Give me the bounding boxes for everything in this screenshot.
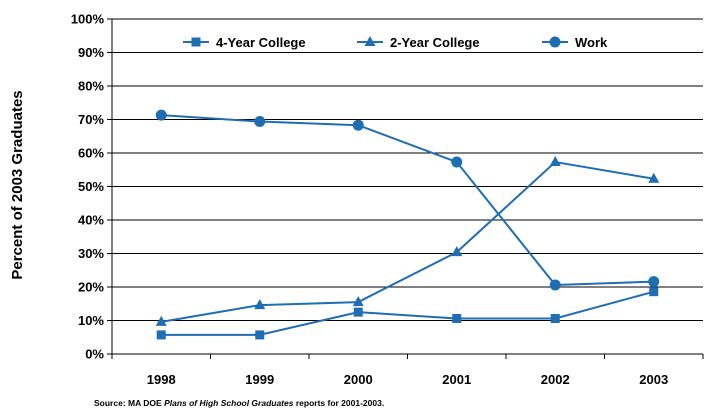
data-point (352, 119, 364, 131)
data-point (156, 330, 166, 340)
y-axis-ticks: 0% 10% 20% 30% 40% 50% 60% 70% 80% 90% 100% (71, 12, 112, 362)
data-point (549, 156, 561, 167)
source-title: Plans of High School Graduates (164, 398, 294, 408)
x-tick-label: 2000 (344, 372, 373, 387)
series-line (161, 290, 655, 336)
legend-label: 2-Year College (390, 35, 480, 50)
y-tick-label: 50% (78, 179, 104, 194)
y-axis-label: Percent of 2003 Graduates (9, 90, 26, 279)
data-point (451, 156, 463, 168)
legend-marker (549, 36, 561, 48)
y-tick-label: 100% (71, 12, 105, 27)
x-tick-label: 2002 (541, 372, 570, 387)
source-note: Source: MA DOE Plans of High School Grad… (94, 398, 384, 408)
y-tick-label: 80% (78, 79, 104, 94)
x-tick-label: 1998 (147, 372, 176, 387)
data-point (452, 313, 462, 323)
data-point (255, 330, 265, 340)
data-point (254, 299, 266, 310)
data-point (352, 296, 364, 307)
legend: 4-Year College 2-Year College Work (183, 35, 608, 50)
data-point (648, 276, 660, 288)
series-group (155, 109, 660, 340)
source-suffix: reports for 2001-2003. (293, 398, 385, 408)
y-tick-label: 20% (78, 280, 104, 295)
series-4-year-college (156, 287, 659, 340)
x-tick-label: 1999 (245, 372, 274, 387)
x-tick-label: 2003 (639, 372, 668, 387)
legend-item: 2-Year College (357, 35, 480, 50)
legend-item: 4-Year College (183, 35, 306, 50)
legend-marker (191, 37, 201, 47)
data-point (155, 315, 167, 326)
data-point (648, 172, 660, 183)
data-point (353, 307, 363, 317)
x-tick-label: 2001 (442, 372, 471, 387)
y-tick-label: 10% (78, 313, 104, 328)
legend-label: Work (575, 35, 608, 50)
gridlines (112, 18, 703, 321)
legend-item: Work (542, 35, 608, 50)
legend-label: 4-Year College (216, 35, 306, 50)
data-point (155, 109, 167, 121)
data-point (254, 116, 266, 128)
data-point (451, 246, 463, 257)
series-work (155, 109, 660, 291)
y-tick-label: 40% (78, 213, 104, 228)
y-tick-label: 60% (78, 146, 104, 161)
x-axis-ticks: 1998 1999 2000 2001 2002 2003 (111, 354, 704, 387)
series-2-year-college (155, 156, 660, 326)
y-tick-label: 90% (78, 45, 104, 60)
data-point (549, 279, 561, 291)
source-prefix: Source: MA DOE (94, 398, 165, 408)
legend-marker (364, 36, 376, 46)
y-tick-label: 0% (85, 347, 104, 362)
series-line (161, 114, 654, 287)
y-tick-label: 70% (78, 112, 104, 127)
series-line (161, 160, 654, 323)
data-point (649, 287, 659, 297)
data-point (550, 313, 560, 323)
y-tick-label: 30% (78, 246, 104, 261)
